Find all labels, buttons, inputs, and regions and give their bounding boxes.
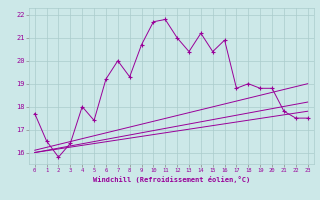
X-axis label: Windchill (Refroidissement éolien,°C): Windchill (Refroidissement éolien,°C) bbox=[92, 176, 250, 183]
